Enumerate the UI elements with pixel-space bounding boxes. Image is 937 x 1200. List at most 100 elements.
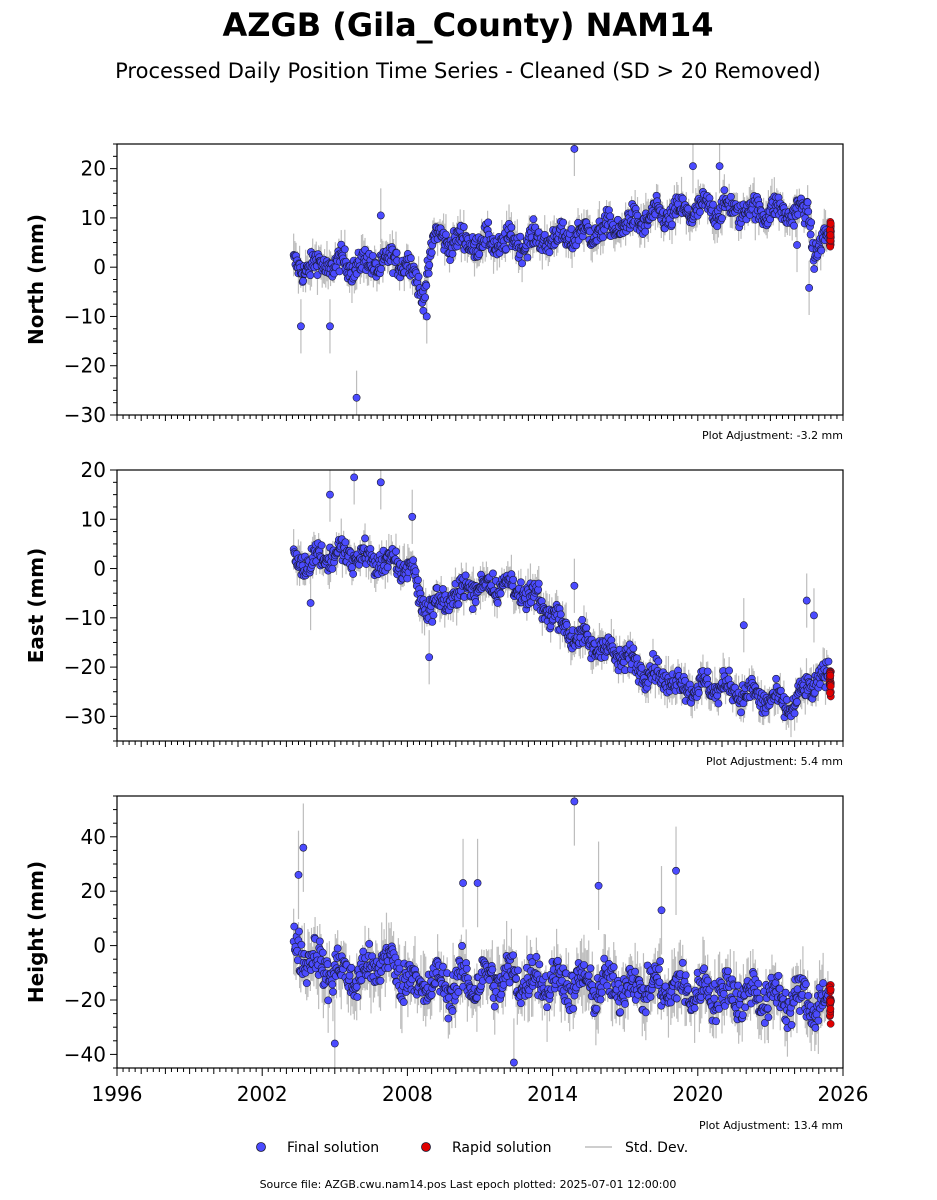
final-point — [782, 695, 791, 704]
final-point — [781, 988, 790, 997]
final-point — [299, 843, 308, 852]
final-point — [599, 233, 607, 242]
y-tick-label: −20 — [64, 655, 106, 679]
final-point — [819, 979, 828, 988]
final-point — [684, 204, 692, 213]
final-point — [655, 978, 664, 987]
final-point — [299, 277, 308, 285]
final-point — [534, 579, 543, 588]
final-point — [422, 312, 431, 321]
final-point — [409, 556, 418, 565]
final-point — [377, 264, 386, 273]
final-point — [306, 599, 315, 607]
y-tick-label: 20 — [81, 157, 106, 181]
rapid-point — [826, 997, 835, 1006]
final-point — [395, 964, 404, 973]
final-point — [302, 979, 311, 988]
final-point — [609, 963, 618, 971]
plot-area — [289, 144, 835, 415]
axes-frame — [116, 795, 844, 1069]
final-point — [471, 598, 480, 606]
final-point — [473, 879, 482, 887]
final-point — [580, 961, 588, 969]
final-point — [505, 978, 514, 987]
final-point — [655, 965, 663, 973]
panels: −30 −20 −10 0 10 20 North (mm) Plot Adjustment:… — [24, 143, 868, 1132]
final-point — [326, 490, 334, 499]
final-point — [807, 218, 816, 227]
final-point — [518, 259, 527, 268]
final-point — [681, 971, 690, 980]
final-point — [475, 250, 484, 259]
final-point — [810, 265, 819, 273]
final-point — [399, 998, 408, 1007]
final-point — [790, 221, 798, 230]
final-point — [764, 1013, 773, 1022]
legend-rapid-label: Rapid solution — [452, 1140, 552, 1156]
final-point — [442, 230, 450, 239]
rapid-point — [826, 231, 835, 239]
final-point — [425, 261, 434, 269]
final-point — [509, 951, 518, 960]
final-point — [295, 927, 303, 936]
final-point — [352, 393, 361, 402]
y-tick-label: 10 — [81, 507, 106, 531]
legend-rapid-marker — [421, 1142, 431, 1152]
x-tick-label: 2020 — [672, 1082, 723, 1106]
final-point — [668, 220, 676, 229]
final-point — [448, 1007, 457, 1016]
final-point — [714, 699, 723, 708]
final-point — [582, 623, 591, 632]
final-point — [805, 283, 814, 292]
final-point — [496, 589, 505, 598]
final-point — [368, 251, 377, 260]
y-axis-label: North (mm) — [24, 214, 48, 345]
final-point — [376, 211, 385, 220]
y-axis-label: East (mm) — [24, 548, 48, 664]
final-point — [718, 214, 726, 223]
final-point — [814, 1016, 823, 1025]
final-point — [787, 1021, 796, 1029]
final-point — [357, 976, 366, 985]
final-point — [703, 667, 712, 676]
final-point — [323, 960, 332, 969]
final-point — [570, 145, 579, 153]
final-point — [790, 709, 799, 718]
final-point — [514, 966, 522, 975]
final-point — [428, 618, 437, 626]
final-point — [329, 987, 337, 996]
final-point — [710, 994, 719, 1003]
final-point — [654, 657, 663, 666]
final-point — [365, 939, 374, 948]
final-point — [621, 1000, 629, 1008]
final-point — [567, 225, 576, 233]
final-point — [490, 1002, 499, 1011]
final-point — [497, 990, 506, 999]
final-point — [696, 207, 704, 216]
final-point — [817, 246, 826, 255]
y-tick-label: 0 — [93, 557, 106, 581]
final-point — [646, 992, 655, 1001]
final-point — [352, 982, 361, 991]
plot-area — [289, 796, 835, 1068]
final-point — [578, 615, 587, 624]
final-point — [709, 200, 717, 209]
final-point — [421, 293, 430, 302]
y-tick-label: 10 — [81, 206, 106, 230]
final-point — [376, 976, 385, 985]
final-point — [597, 988, 606, 997]
final-point — [725, 666, 734, 675]
final-point — [739, 621, 748, 630]
final-point — [419, 306, 428, 315]
final-point — [806, 230, 815, 239]
final-point — [403, 574, 412, 583]
final-point — [801, 980, 810, 989]
final-point — [489, 569, 497, 578]
final-point — [811, 1024, 820, 1032]
final-point — [517, 999, 525, 1008]
final-point — [690, 1004, 699, 1013]
final-point — [328, 564, 337, 573]
final-point — [414, 272, 423, 281]
final-point — [324, 996, 333, 1005]
final-point — [294, 870, 303, 879]
